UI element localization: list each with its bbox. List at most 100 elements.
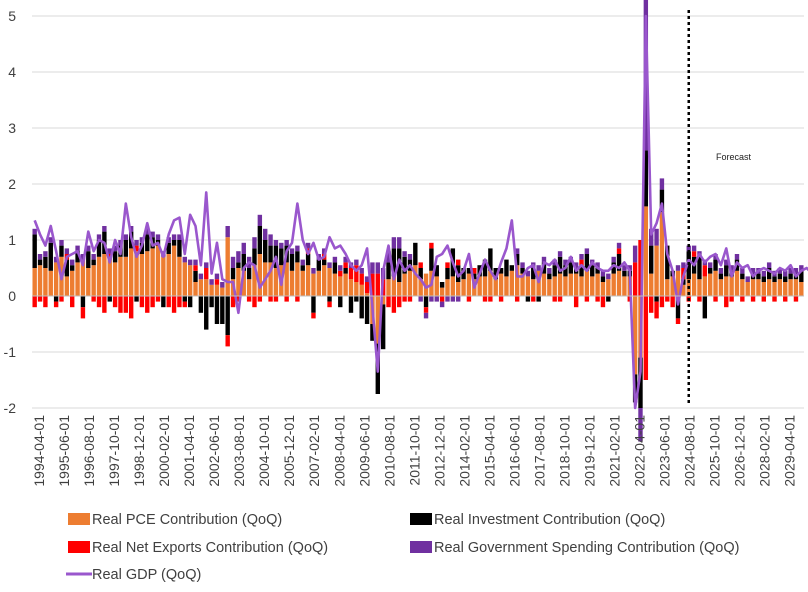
bar-segment: [96, 256, 102, 296]
x-tick-label: 1995-06-01: [56, 415, 72, 487]
bar-segment: [783, 270, 788, 277]
bar-segment: [622, 270, 627, 277]
x-tick-label: 2026-12-01: [732, 415, 748, 487]
bar-segment: [772, 282, 777, 296]
bar-segment: [386, 296, 391, 308]
x-tick-label: 1998-12-01: [131, 415, 147, 487]
legend-swatch: [68, 513, 90, 525]
bar-segment: [413, 265, 418, 296]
bar-segment: [53, 296, 59, 302]
bar-segment: [595, 296, 600, 302]
bar-segment: [461, 279, 466, 296]
bar-segment: [525, 296, 531, 302]
bar-segment: [252, 248, 257, 266]
bar-segment: [300, 259, 305, 266]
bar-segment: [75, 245, 80, 252]
bar-segment: [740, 296, 745, 302]
bar-segment: [332, 256, 338, 263]
bar-segment: [547, 279, 552, 296]
bar-segment: [434, 296, 439, 302]
bar-segment: [493, 268, 498, 280]
x-tick-label: 2022-04-01: [631, 415, 647, 487]
bar-segment: [407, 254, 413, 260]
bar-segment: [37, 259, 43, 266]
bar-segment: [112, 262, 118, 296]
bar-segment: [397, 237, 402, 249]
bar-segment: [750, 296, 756, 302]
bar-segment: [123, 256, 129, 296]
bar-segment: [273, 296, 279, 302]
bar-segment: [257, 214, 263, 226]
bar-segment: [375, 296, 380, 344]
legend-swatch: [410, 513, 432, 525]
bar-segment: [128, 296, 134, 319]
bar-segment: [659, 189, 665, 212]
bar-segment: [123, 240, 129, 257]
bar-segment: [86, 251, 91, 268]
legend-label: Real Investment Contribution (QoQ): [434, 512, 665, 528]
bar-segment: [273, 240, 279, 246]
bar-segment: [638, 357, 643, 408]
bar-segment: [799, 265, 804, 271]
bar-segment: [359, 296, 364, 319]
bar-segment: [638, 240, 643, 296]
bar-segment: [750, 279, 756, 296]
bar-segment: [37, 254, 43, 260]
bar-segment: [766, 268, 772, 280]
bar-segment: [702, 265, 708, 277]
bar-segment: [611, 273, 616, 296]
x-tick-label: 2018-10-01: [556, 415, 572, 487]
bar-segment: [118, 256, 123, 296]
bar-segment: [300, 265, 305, 271]
bar-segment: [32, 268, 37, 296]
bar-segment: [734, 254, 740, 260]
x-tick-label: 2007-02-01: [306, 415, 322, 487]
bar-segment: [316, 259, 322, 271]
bar-segment: [445, 262, 450, 268]
bar-segment: [230, 268, 236, 280]
bar-segment: [375, 273, 380, 296]
bar-segment: [445, 279, 450, 296]
bar-segment: [257, 296, 263, 302]
bar-segment: [37, 296, 43, 302]
bar-segment: [418, 262, 423, 268]
x-tick-label: 2023-06-01: [657, 415, 673, 487]
bar-segment: [707, 273, 713, 296]
x-tick-label: 2011-10-01: [406, 415, 422, 486]
bar-segment: [397, 248, 402, 282]
bar-segment: [311, 268, 316, 274]
bar-segment: [488, 248, 493, 271]
bar-segment: [616, 254, 622, 271]
bar-segment: [659, 178, 665, 190]
bar-segment: [552, 265, 557, 277]
bar-segment: [450, 296, 456, 302]
bar-segment: [150, 248, 155, 296]
bar-segment: [246, 268, 252, 280]
y-tick-label: -1: [4, 344, 17, 360]
bar-segment: [305, 242, 311, 249]
bar-segment: [681, 284, 686, 296]
bar-segment: [541, 262, 547, 274]
x-tick-label: 2029-04-01: [782, 415, 798, 487]
bar-segment: [102, 226, 107, 232]
bar-segment: [198, 296, 204, 313]
bar-segment: [531, 279, 536, 296]
bar-segment: [107, 296, 112, 302]
x-tick-label: 2014-02-01: [456, 415, 472, 487]
bar-segment: [675, 318, 681, 324]
bar-segment: [391, 296, 397, 313]
bar-segment: [80, 254, 86, 260]
bar-segment: [321, 265, 327, 296]
bar-segment: [268, 262, 273, 296]
bar-segment: [563, 259, 568, 266]
bar-segment: [209, 279, 214, 285]
y-tick-label: 5: [8, 8, 16, 24]
bar-segment: [80, 296, 86, 308]
bar-segment: [380, 296, 386, 305]
bar-segment: [145, 251, 150, 296]
bar-segment: [32, 228, 37, 235]
y-tick-label: 3: [8, 120, 16, 136]
bar-segment: [697, 296, 702, 302]
bar-segment: [740, 279, 745, 296]
bar-segment: [761, 270, 766, 277]
